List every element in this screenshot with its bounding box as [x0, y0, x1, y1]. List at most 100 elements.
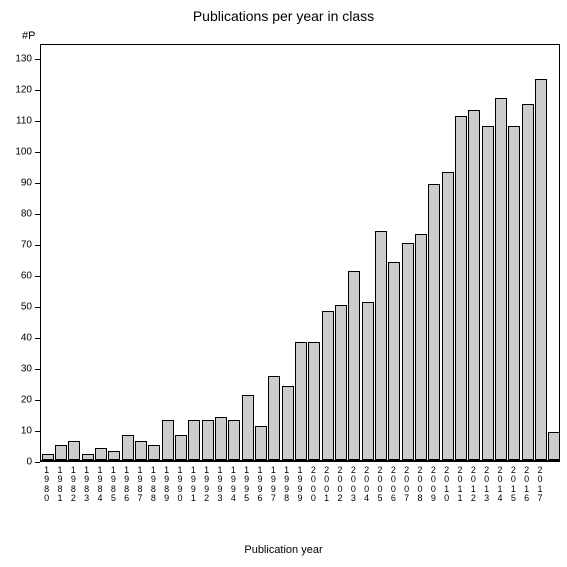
x-tick-label: 1993 — [213, 466, 226, 504]
bar — [228, 420, 240, 460]
bar — [295, 342, 307, 460]
y-axis-label: #P — [22, 30, 35, 42]
bar — [428, 184, 440, 460]
bar — [82, 454, 94, 460]
bar — [535, 79, 547, 460]
x-tick-label: 2012 — [467, 466, 480, 504]
x-tick-label: 2006 — [387, 466, 400, 504]
x-tick-label: 1989 — [160, 466, 173, 504]
x-tick-label: 2015 — [507, 466, 520, 504]
x-tick-label: 1983 — [80, 466, 93, 504]
bar — [175, 435, 187, 460]
bar — [508, 126, 520, 460]
y-tick-label: 50 — [0, 302, 32, 313]
x-tick-label: 2005 — [373, 466, 386, 504]
x-tick-label: 2011 — [453, 466, 466, 504]
bar — [455, 116, 467, 460]
x-tick-label: 1980 — [40, 466, 53, 504]
x-tick-label: 1999 — [293, 466, 306, 504]
y-tick — [35, 121, 40, 122]
bar — [322, 311, 334, 460]
y-tick — [35, 462, 40, 463]
bar — [55, 445, 67, 460]
y-tick-label: 10 — [0, 426, 32, 437]
plot-area — [40, 44, 560, 462]
y-tick-label: 30 — [0, 364, 32, 375]
bar — [95, 448, 107, 460]
y-tick-label: 90 — [0, 178, 32, 189]
bar — [402, 243, 414, 460]
bar — [255, 426, 267, 460]
x-tick-label: 1985 — [107, 466, 120, 504]
bar — [68, 441, 80, 460]
bar — [375, 231, 387, 460]
x-tick-label: 1990 — [173, 466, 186, 504]
y-tick — [35, 369, 40, 370]
bar — [388, 262, 400, 460]
x-tick-label: 2007 — [400, 466, 413, 504]
x-tick-label: 1987 — [133, 466, 146, 504]
x-tick-label: 2009 — [427, 466, 440, 504]
chart-container: Publications per year in class #P Public… — [0, 0, 567, 567]
bar — [122, 435, 134, 460]
y-tick-label: 130 — [0, 54, 32, 65]
y-tick — [35, 152, 40, 153]
y-tick-label: 20 — [0, 395, 32, 406]
x-tick-label: 1995 — [240, 466, 253, 504]
y-tick-label: 110 — [0, 116, 32, 127]
y-tick-label: 60 — [0, 271, 32, 282]
bar — [308, 342, 320, 460]
x-tick-label: 1984 — [93, 466, 106, 504]
bar — [522, 104, 534, 460]
x-tick-label: 2014 — [493, 466, 506, 504]
x-tick-label: 1991 — [187, 466, 200, 504]
x-tick-label: 2013 — [480, 466, 493, 504]
bar — [415, 234, 427, 460]
x-tick-label: 1997 — [267, 466, 280, 504]
y-tick-label: 70 — [0, 240, 32, 251]
y-tick — [35, 276, 40, 277]
x-tick-label: 1981 — [53, 466, 66, 504]
bar — [215, 417, 227, 460]
x-tick-label: 2016 — [520, 466, 533, 504]
y-tick — [35, 245, 40, 246]
y-tick — [35, 59, 40, 60]
chart-title: Publications per year in class — [0, 8, 567, 24]
y-tick — [35, 338, 40, 339]
x-axis-label: Publication year — [0, 544, 567, 556]
x-tick-label: 1982 — [67, 466, 80, 504]
bar — [162, 420, 174, 460]
x-tick-label: 2003 — [347, 466, 360, 504]
bar — [482, 126, 494, 460]
y-tick — [35, 431, 40, 432]
y-tick — [35, 307, 40, 308]
bar — [108, 451, 120, 460]
x-tick-label: 2000 — [307, 466, 320, 504]
bar — [42, 454, 54, 460]
x-tick-label: 2004 — [360, 466, 373, 504]
bar — [188, 420, 200, 460]
bar — [548, 432, 560, 460]
y-tick — [35, 90, 40, 91]
y-tick-label: 0 — [0, 457, 32, 468]
y-tick — [35, 183, 40, 184]
bars-group — [41, 45, 559, 460]
y-tick-label: 80 — [0, 209, 32, 220]
x-tick-label: 2002 — [333, 466, 346, 504]
x-tick-label: 1996 — [253, 466, 266, 504]
y-tick-label: 100 — [0, 147, 32, 158]
bar — [268, 376, 280, 460]
x-tick-label: 1986 — [120, 466, 133, 504]
x-tick-label: 2017 — [533, 466, 546, 504]
x-tick-label: 1992 — [200, 466, 213, 504]
y-tick-label: 120 — [0, 85, 32, 96]
bar — [495, 98, 507, 460]
bar — [242, 395, 254, 460]
bar — [335, 305, 347, 460]
bar — [362, 302, 374, 460]
x-tick-label: 1998 — [280, 466, 293, 504]
bar — [135, 441, 147, 460]
bar — [282, 386, 294, 460]
bar — [148, 445, 160, 460]
y-tick-label: 40 — [0, 333, 32, 344]
